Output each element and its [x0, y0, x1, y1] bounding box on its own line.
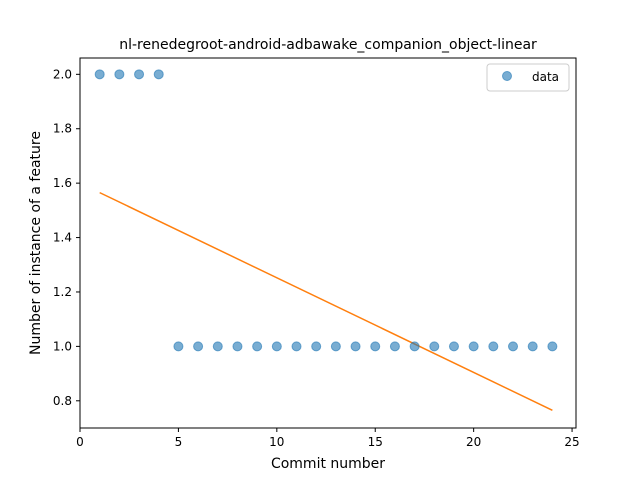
x-tick-label: 25 [564, 435, 579, 449]
y-tick-label: 1.2 [53, 285, 72, 299]
x-tick-label: 15 [368, 435, 383, 449]
data-point [291, 341, 302, 352]
y-tick-label: 1.8 [53, 122, 72, 136]
plot-frame [79, 57, 577, 429]
data-point [271, 341, 282, 352]
data-point [114, 69, 125, 80]
data-point [311, 341, 322, 352]
data-point [547, 341, 558, 352]
x-tick-label: 10 [269, 435, 284, 449]
y-axis-ticks: 0.8 1.0 1.2 1.4 1.6 1.8 2.0 [53, 67, 80, 408]
data-point [488, 341, 499, 352]
chart-title: nl-renedegroot-android-adbawake_companio… [119, 37, 537, 53]
data-point [212, 341, 223, 352]
x-tick-label: 20 [466, 435, 481, 449]
x-tick-label: 0 [76, 435, 84, 449]
fit-line [99, 191, 553, 411]
data-points-layer [94, 69, 558, 352]
data-point [94, 69, 105, 80]
data-point [448, 341, 459, 352]
y-tick-label: 1.6 [53, 176, 72, 190]
x-axis-label: Commit number [271, 456, 385, 472]
legend-label-data: data [532, 70, 559, 84]
plot-area [80, 58, 576, 428]
data-point [389, 341, 400, 352]
data-point [193, 341, 204, 352]
x-axis-ticks: 0 5 10 15 20 25 [76, 428, 580, 449]
data-point [232, 341, 243, 352]
data-point [173, 341, 184, 352]
x-tick-label: 5 [175, 435, 183, 449]
data-point [527, 341, 538, 352]
legend: data [486, 63, 570, 92]
y-tick-label: 0.8 [53, 394, 72, 408]
y-axis-label: Number of instance of a feature [28, 131, 44, 355]
fit-line-layer [99, 191, 553, 411]
legend-marker-data [502, 71, 512, 81]
y-tick-label: 1.4 [53, 231, 72, 245]
data-point [508, 341, 519, 352]
data-point [153, 69, 164, 80]
legend-box [486, 63, 570, 92]
y-tick-label: 2.0 [53, 67, 72, 81]
data-point [252, 341, 263, 352]
y-tick-label: 1.0 [53, 339, 72, 353]
data-point [429, 341, 440, 352]
data-point [468, 341, 479, 352]
data-point [134, 69, 145, 80]
data-point [409, 341, 420, 352]
data-point [350, 341, 361, 352]
data-point [330, 341, 341, 352]
data-point [370, 341, 381, 352]
